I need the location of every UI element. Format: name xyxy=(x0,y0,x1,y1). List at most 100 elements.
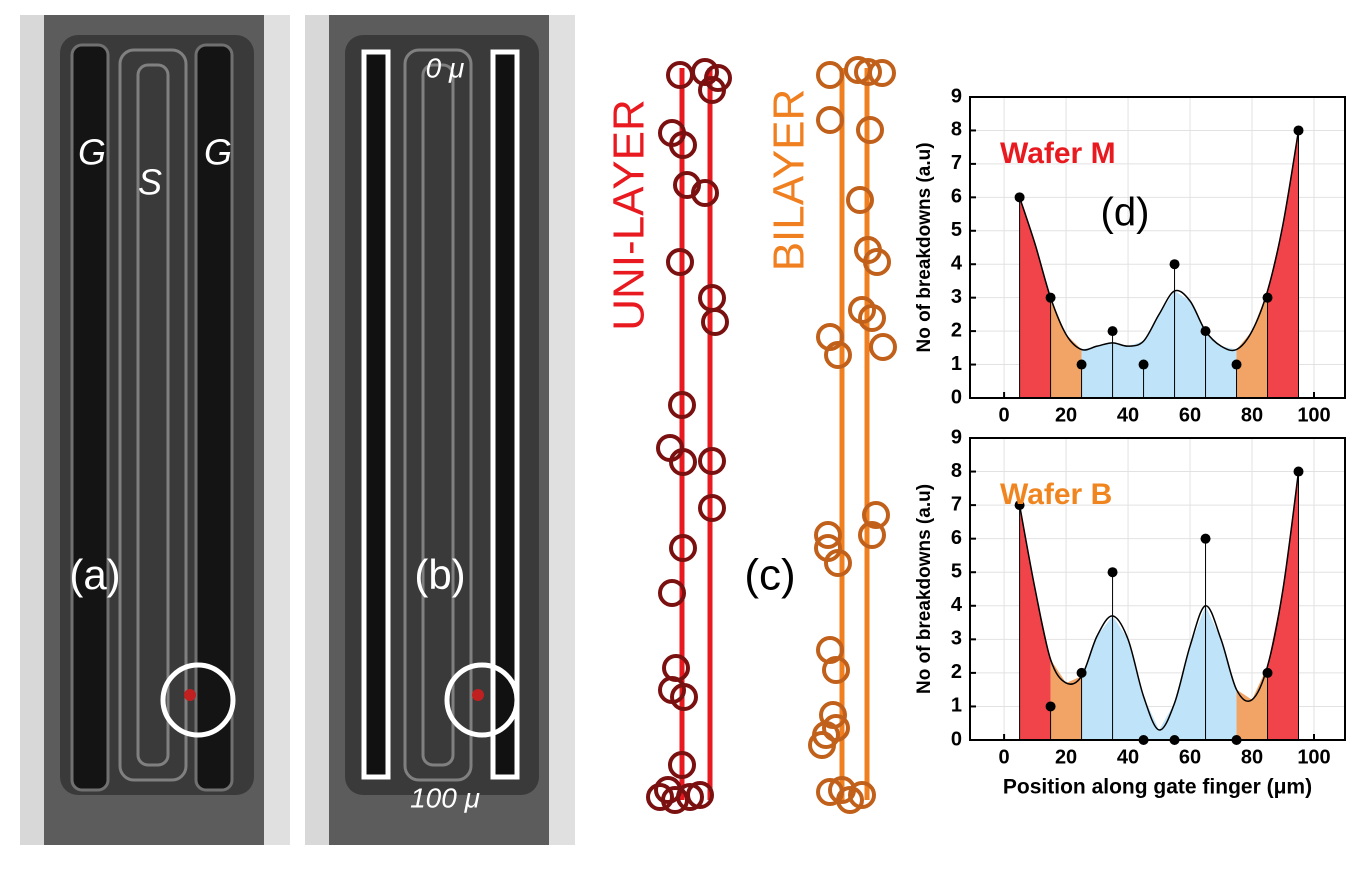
chart-title: Wafer M xyxy=(1000,137,1116,170)
pad-edge xyxy=(264,15,290,845)
y-tick-label: 1 xyxy=(951,695,962,717)
stem-dot xyxy=(1076,359,1087,370)
hotspot xyxy=(472,689,484,701)
region-fill xyxy=(1081,605,1237,740)
x-tick-label: 100 xyxy=(1297,746,1330,768)
panel-tag: (a) xyxy=(69,551,120,598)
stem-dot xyxy=(1169,259,1180,270)
label: UNI-LAYER xyxy=(605,99,654,330)
label: BILAYER xyxy=(765,89,814,272)
stem-dot xyxy=(1262,292,1273,303)
label: 100 μ xyxy=(410,782,480,813)
x-tick-label: 60 xyxy=(1179,404,1201,426)
x-tick-label: 80 xyxy=(1241,746,1263,768)
fit-curve xyxy=(1018,130,1300,352)
y-tick-label: 1 xyxy=(951,353,962,375)
y-tick-label: 6 xyxy=(951,527,962,549)
y-tick-label: 2 xyxy=(951,319,962,341)
uni-breakdowns xyxy=(646,58,732,814)
stem-dot xyxy=(1293,125,1304,136)
stem-dot xyxy=(1107,567,1118,578)
panel-c: UNI-LAYER BILAYER (c) xyxy=(605,56,897,814)
x-tick-label: 0 xyxy=(999,404,1010,426)
panel-tag: (c) xyxy=(744,551,795,600)
pad-edge xyxy=(20,15,44,845)
stem-dot xyxy=(1014,192,1025,203)
x-tick-label: 40 xyxy=(1117,404,1139,426)
label: 0 μ xyxy=(426,52,465,83)
stem-dot xyxy=(1231,359,1242,370)
x-tick-label: 100 xyxy=(1297,404,1330,426)
x-tick-label: 60 xyxy=(1179,746,1201,768)
fit-curve xyxy=(1018,471,1300,731)
x-tick-label: 20 xyxy=(1055,746,1077,768)
plot-frame xyxy=(969,437,1346,741)
stem-dot xyxy=(1200,326,1211,337)
y-tick-label: 5 xyxy=(951,219,962,241)
y-tick-label: 0 xyxy=(951,386,962,408)
stem-dot xyxy=(1107,326,1118,337)
y-axis-label: No of breakdowns (a.u) xyxy=(914,142,935,352)
stem-dot xyxy=(1262,667,1273,678)
region-fill xyxy=(1267,130,1299,398)
region-fill xyxy=(1236,290,1268,398)
region-fill xyxy=(1019,505,1051,740)
y-tick-label: 4 xyxy=(951,253,963,275)
stem-dot xyxy=(1200,533,1211,544)
highlight xyxy=(444,662,520,738)
region-fill xyxy=(1081,290,1237,398)
y-tick-label: 3 xyxy=(951,628,962,650)
annotation: (d) xyxy=(1101,191,1150,235)
gate-box xyxy=(490,49,520,780)
y-tick-label: 6 xyxy=(951,186,962,208)
y-tick-label: 9 xyxy=(951,85,962,107)
x-tick-label: 0 xyxy=(999,746,1010,768)
stem-dot xyxy=(1293,466,1304,477)
panel-a: G S G (a) xyxy=(20,15,290,845)
hotspot xyxy=(184,689,196,701)
stem-dot xyxy=(1076,667,1087,678)
chart-title: Wafer B xyxy=(1000,478,1112,511)
y-tick-label: 2 xyxy=(951,661,962,683)
y-tick-label: 0 xyxy=(951,728,962,750)
x-tick-label: 20 xyxy=(1055,404,1077,426)
label: G xyxy=(78,132,106,173)
panel-b: 0 μ 100 μ (b) xyxy=(305,15,575,845)
region-fill xyxy=(1019,197,1051,398)
source xyxy=(403,48,473,782)
y-tick-label: 4 xyxy=(951,594,963,616)
pad-edge xyxy=(305,15,329,845)
y-tick-label: 7 xyxy=(951,493,962,515)
stem-dot xyxy=(1045,701,1056,712)
stem-dot xyxy=(1138,359,1149,370)
y-tick-label: 8 xyxy=(951,460,962,482)
gate xyxy=(194,43,234,792)
y-axis-label: No of breakdowns (a.u) xyxy=(914,484,935,694)
y-tick-label: 7 xyxy=(951,152,962,174)
y-tick-label: 9 xyxy=(951,426,962,448)
x-tick-label: 40 xyxy=(1117,746,1139,768)
x-axis-label: Position along gate finger (μm) xyxy=(1003,776,1312,799)
panel-tag: (b) xyxy=(414,551,465,598)
source xyxy=(136,63,170,767)
x-tick-label: 80 xyxy=(1241,404,1263,426)
highlight xyxy=(160,662,236,738)
label: G xyxy=(204,132,232,173)
source xyxy=(118,48,188,782)
region-fill xyxy=(1050,659,1082,740)
label: S xyxy=(138,162,162,203)
stem-dot xyxy=(1045,292,1056,303)
y-tick-label: 8 xyxy=(951,119,962,141)
bi-breakdowns xyxy=(808,56,897,814)
plot-frame xyxy=(969,96,1346,399)
stem-dot xyxy=(1014,500,1025,511)
gate xyxy=(70,43,110,792)
region-fill xyxy=(1236,666,1268,740)
y-tick-label: 5 xyxy=(951,561,962,583)
source xyxy=(421,63,455,767)
region-fill xyxy=(1050,297,1082,398)
pad-edge xyxy=(549,15,575,845)
gate-box xyxy=(361,49,391,780)
y-tick-label: 3 xyxy=(951,286,962,308)
